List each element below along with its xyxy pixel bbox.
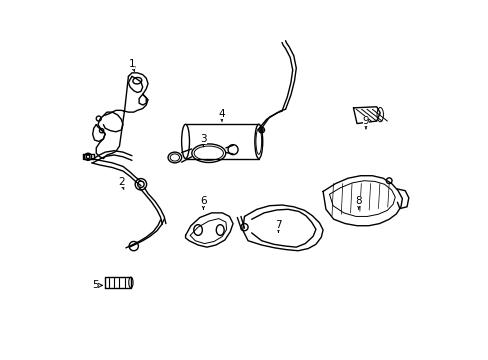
Text: 9: 9 xyxy=(362,116,368,129)
Text: 5: 5 xyxy=(92,280,102,291)
Text: 4: 4 xyxy=(218,109,224,122)
Text: 7: 7 xyxy=(275,220,281,233)
Text: 3: 3 xyxy=(200,134,206,147)
Text: 1: 1 xyxy=(128,59,135,72)
Text: 2: 2 xyxy=(118,177,124,189)
Text: 8: 8 xyxy=(355,197,362,209)
Text: 6: 6 xyxy=(200,197,206,209)
